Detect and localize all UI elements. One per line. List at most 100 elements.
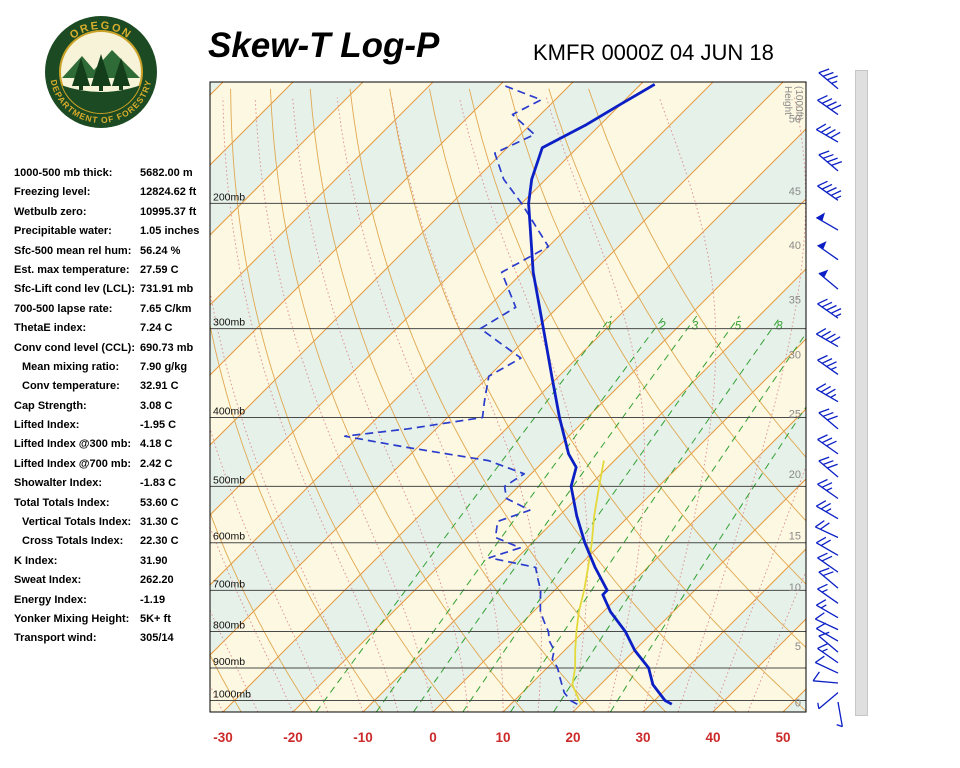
station-time-label: KMFR 0000Z 04 JUN 18	[533, 40, 774, 65]
wind-barb	[816, 383, 839, 403]
wind-barb	[817, 434, 839, 455]
index-value: 305/14	[140, 632, 174, 645]
index-label: Sweat Index:	[14, 574, 82, 587]
pressure-label: 700mb	[213, 578, 245, 590]
index-value: 31.30 C	[140, 516, 179, 529]
wind-barb	[817, 552, 839, 573]
wind-barb	[818, 456, 839, 478]
index-label: Vertical Totals Index:	[22, 516, 132, 529]
height-label: 30	[789, 349, 801, 361]
moist-adiabats	[210, 97, 806, 712]
index-value: 262.20	[140, 574, 174, 587]
height-label: 45	[789, 186, 801, 198]
wind-barb	[818, 150, 843, 172]
wind-barb	[812, 671, 839, 684]
index-label: Lifted Index @300 mb:	[14, 438, 132, 451]
index-label: Precipitable water:	[14, 225, 112, 238]
wind-barb	[817, 94, 842, 116]
index-label: Mean mixing ratio:	[22, 360, 120, 373]
mixing-ratio-label: 8	[776, 321, 783, 333]
index-value: 22.30 C	[140, 535, 179, 548]
index-row: Sweat Index: 262.20	[14, 574, 214, 593]
height-axis-subtitle: (1000ft)	[793, 86, 804, 120]
index-row: Wetbulb zero: 10995.37 ft	[14, 206, 214, 225]
index-value: 12824.62 ft	[140, 186, 197, 199]
index-row: Transport wind: 305/14	[14, 632, 214, 651]
height-label: 10	[789, 582, 801, 594]
index-row: 1000-500 mb thick: 5682.00 m	[14, 167, 214, 186]
wind-barb	[817, 583, 839, 604]
wind-barb	[816, 212, 839, 231]
index-label: Showalter Index:	[14, 477, 103, 490]
wind-barb	[816, 328, 841, 348]
index-value: 731.91 mb	[140, 283, 194, 296]
pressure-label: 500mb	[213, 474, 245, 486]
wind-barb	[818, 269, 839, 290]
mixing-ratio-label: 1	[606, 321, 612, 333]
index-label: Total Totals Index:	[14, 496, 110, 509]
height-label: 25	[789, 409, 801, 421]
index-row: Precipitable water: 1.05 inches	[14, 225, 214, 244]
index-value: 53.60 C	[140, 496, 179, 509]
index-value: 3.08 C	[140, 399, 173, 412]
mixing-ratio-label: 2	[658, 321, 666, 333]
isobars: 200mb 300mb 400mb 500mb 600mb 700mb 800mb 900mb…	[210, 191, 806, 701]
height-label: 40	[789, 240, 801, 252]
index-value: 31.90	[140, 554, 168, 567]
wind-barb	[817, 692, 839, 710]
temp-tick-label: -10	[353, 730, 373, 745]
index-row: Vertical Totals Index: 31.30 C	[14, 516, 214, 535]
index-label: Transport wind:	[14, 632, 97, 645]
index-label: Lifted Index @700 mb:	[14, 457, 132, 470]
dewpoint-trace	[343, 83, 578, 705]
index-value: 1.05 inches	[140, 225, 200, 238]
wind-barb	[818, 567, 839, 589]
index-label: K Index:	[14, 554, 58, 567]
index-value: 7.24 C	[140, 322, 173, 335]
wind-barb	[816, 536, 839, 556]
pressure-label: 200mb	[213, 191, 245, 203]
height-label: 20	[789, 469, 801, 481]
wind-barb	[836, 701, 843, 728]
index-value: 10995.37 ft	[140, 205, 197, 218]
index-value: 5K+ ft	[140, 612, 171, 625]
wind-barb	[814, 655, 839, 674]
background-bands	[210, 82, 806, 712]
index-value: 7.90 g/kg	[140, 360, 188, 373]
mixing-ratio-lines	[315, 315, 806, 712]
wind-barb	[814, 520, 839, 539]
wind-barb	[817, 354, 839, 375]
index-row: Freezing level: 12824.62 ft	[14, 186, 214, 205]
index-label: Sfc-500 mean rel hum:	[14, 244, 132, 257]
temp-tick-label: -20	[283, 730, 303, 745]
index-row: 700-500 lapse rate: 7.65 C/km	[14, 303, 214, 322]
chart-border	[209, 81, 807, 713]
index-label: Yonker Mixing Height:	[14, 612, 130, 625]
index-row: Sfc-Lift cond lev (LCL): 731.91 mb	[14, 283, 214, 302]
index-label: ThetaE index:	[14, 322, 87, 335]
index-value: 32.91 C	[140, 380, 179, 393]
pressure-label: 300mb	[213, 317, 245, 329]
index-row: Cross Totals Index: 22.30 C	[14, 535, 214, 554]
mixing-ratio-label: 3	[692, 321, 699, 333]
temp-tick-label: 40	[705, 730, 720, 745]
wind-barb	[817, 180, 842, 201]
index-row: Lifted Index: -1.95 C	[14, 419, 214, 438]
index-label: Est. max temperature:	[14, 263, 130, 276]
wind-barb	[817, 298, 842, 319]
index-row: Mean mixing ratio: 7.90 g/kg	[14, 361, 214, 380]
pressure-label: 600mb	[213, 531, 245, 543]
index-value: 7.65 C/km	[140, 302, 192, 315]
vertical-scrollbar[interactable]	[855, 70, 868, 716]
temp-tick-label: -30	[213, 730, 233, 745]
temp-tick-label: 30	[635, 730, 650, 745]
temperature-trace	[527, 83, 673, 706]
index-value: 690.73 mb	[140, 341, 194, 354]
index-row: Lifted Index @300 mb: 4.18 C	[14, 438, 214, 457]
pressure-label: 800mb	[213, 620, 245, 632]
logo-forest-art	[60, 50, 142, 113]
pressure-label: 400mb	[213, 405, 245, 417]
